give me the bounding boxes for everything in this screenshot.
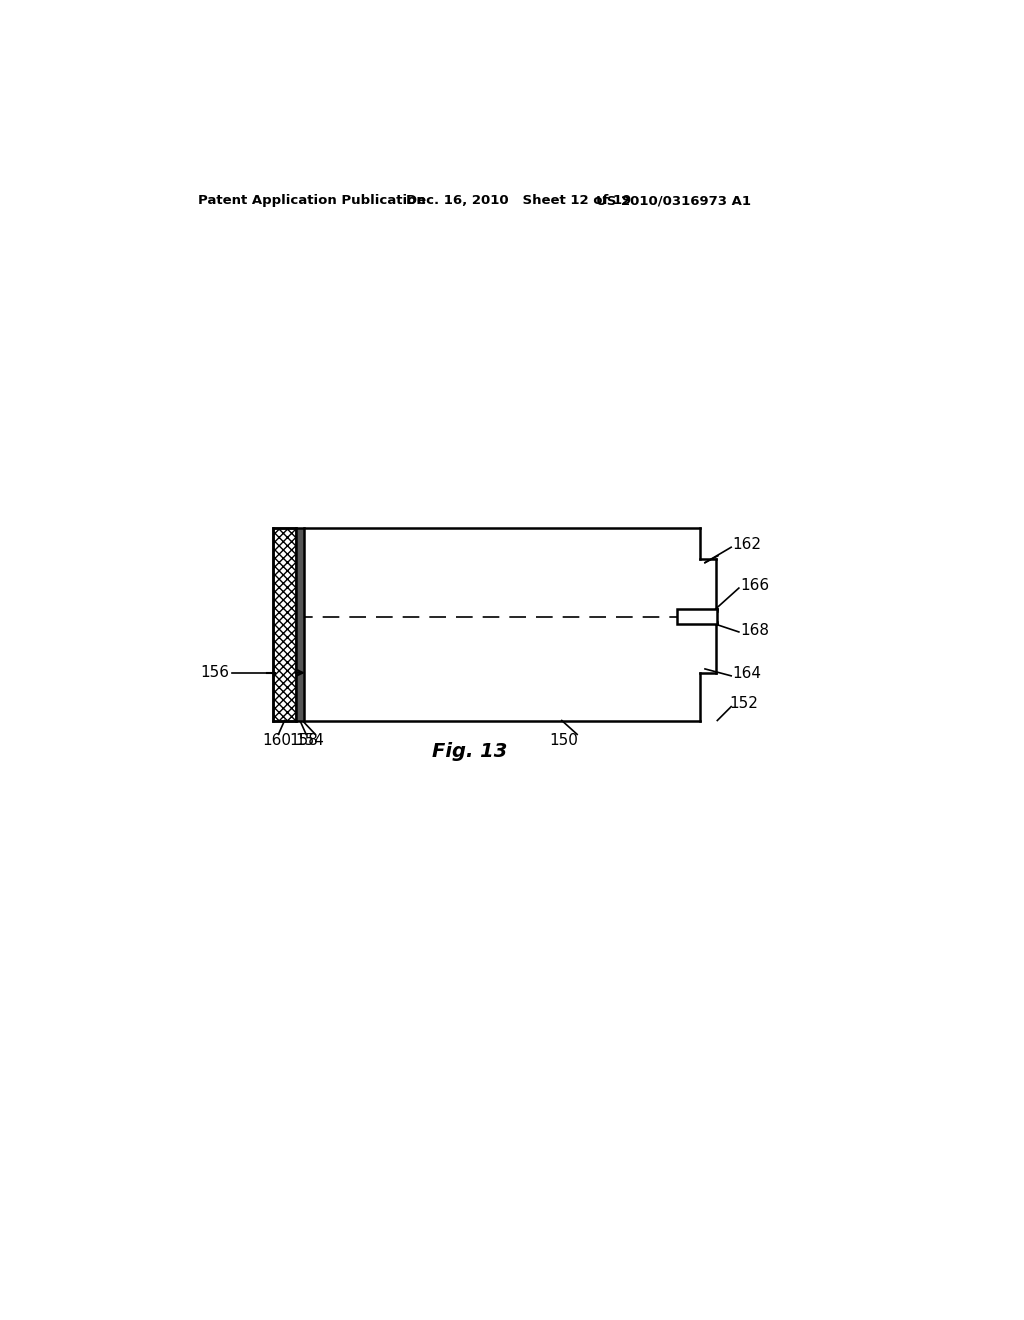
Text: 150: 150 xyxy=(550,733,579,748)
Text: 152: 152 xyxy=(730,696,759,711)
Text: Patent Application Publication: Patent Application Publication xyxy=(199,194,426,207)
Text: 156: 156 xyxy=(200,665,229,680)
Text: 154: 154 xyxy=(296,733,325,748)
Text: 162: 162 xyxy=(733,537,762,553)
Text: Dec. 16, 2010   Sheet 12 of 19: Dec. 16, 2010 Sheet 12 of 19 xyxy=(407,194,632,207)
Text: Fig. 13: Fig. 13 xyxy=(432,742,507,760)
Bar xyxy=(677,609,717,624)
Text: 166: 166 xyxy=(740,578,769,593)
Text: 164: 164 xyxy=(733,667,762,681)
Bar xyxy=(273,528,296,721)
Text: US 2010/0316973 A1: US 2010/0316973 A1 xyxy=(596,194,752,207)
Text: 160: 160 xyxy=(262,733,292,748)
Bar xyxy=(296,528,304,721)
Text: 158: 158 xyxy=(290,733,318,748)
Text: 168: 168 xyxy=(740,623,769,638)
